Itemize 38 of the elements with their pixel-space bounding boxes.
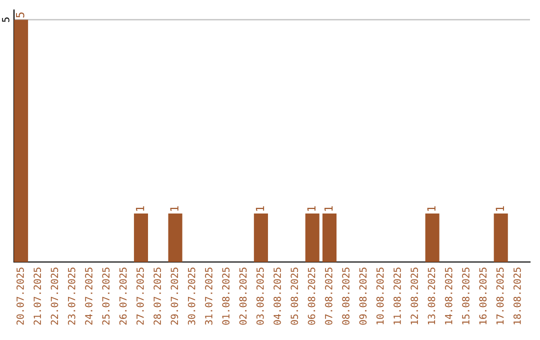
- x-tick-label: 20.07.2025: [16, 268, 24, 325]
- x-tick-label: 23.07.2025: [68, 268, 76, 325]
- x-tick-label: 24.07.2025: [85, 268, 92, 325]
- x-tick-label: 07.08.2025: [324, 268, 332, 325]
- x-tick-label: 13.08.2025: [428, 268, 436, 324]
- x-tick-label: 10.08.2025: [376, 268, 384, 324]
- x-tick-label: 29.07.2025: [170, 268, 178, 325]
- x-tick-label: 01.08.2025: [222, 268, 230, 325]
- x-tick-label: 02.08.2025: [239, 268, 247, 325]
- data-label: 5: [2, 18, 10, 22]
- x-tick-label: 09.08.2025: [359, 268, 367, 325]
- x-tick-label: 11.08.2025: [394, 268, 401, 324]
- x-tick-label: 27.07.2025: [136, 268, 144, 325]
- x-tick-label: 28.07.2025: [154, 268, 161, 325]
- data-label: 1: [496, 206, 504, 211]
- x-tick-label: 22.07.2025: [50, 268, 58, 325]
- x-tick-label: 03.08.2025: [256, 268, 264, 325]
- data-label: 1: [256, 206, 264, 211]
- x-tick-label: 25.07.2025: [102, 268, 110, 325]
- x-tick-label: 15.08.2025: [462, 268, 470, 324]
- x-tick-label: 18.08.2025: [513, 268, 521, 324]
- x-tick-label: 08.08.2025: [342, 268, 350, 325]
- x-tick-label: 16.08.2025: [479, 268, 487, 324]
- x-tick-label: 30.07.2025: [188, 268, 196, 325]
- data-label: 1: [307, 206, 316, 211]
- x-tick-label: 04.08.2025: [274, 268, 281, 325]
- x-tick-label: 12.08.2025: [410, 268, 418, 324]
- x-tick-label: 21.07.2025: [34, 268, 42, 325]
- x-tick-label: 26.07.2025: [119, 268, 127, 325]
- data-label: 1: [324, 206, 333, 211]
- data-label: 1: [427, 206, 436, 211]
- x-tick-label: 06.08.2025: [308, 268, 316, 325]
- data-label: 1: [170, 206, 178, 211]
- x-tick-label: 14.08.2025: [444, 268, 452, 324]
- x-tick-label: 31.07.2025: [205, 268, 212, 325]
- x-tick-label: 17.08.2025: [496, 268, 504, 324]
- data-label: 1: [136, 206, 144, 211]
- x-tick-label: 05.08.2025: [290, 268, 298, 325]
